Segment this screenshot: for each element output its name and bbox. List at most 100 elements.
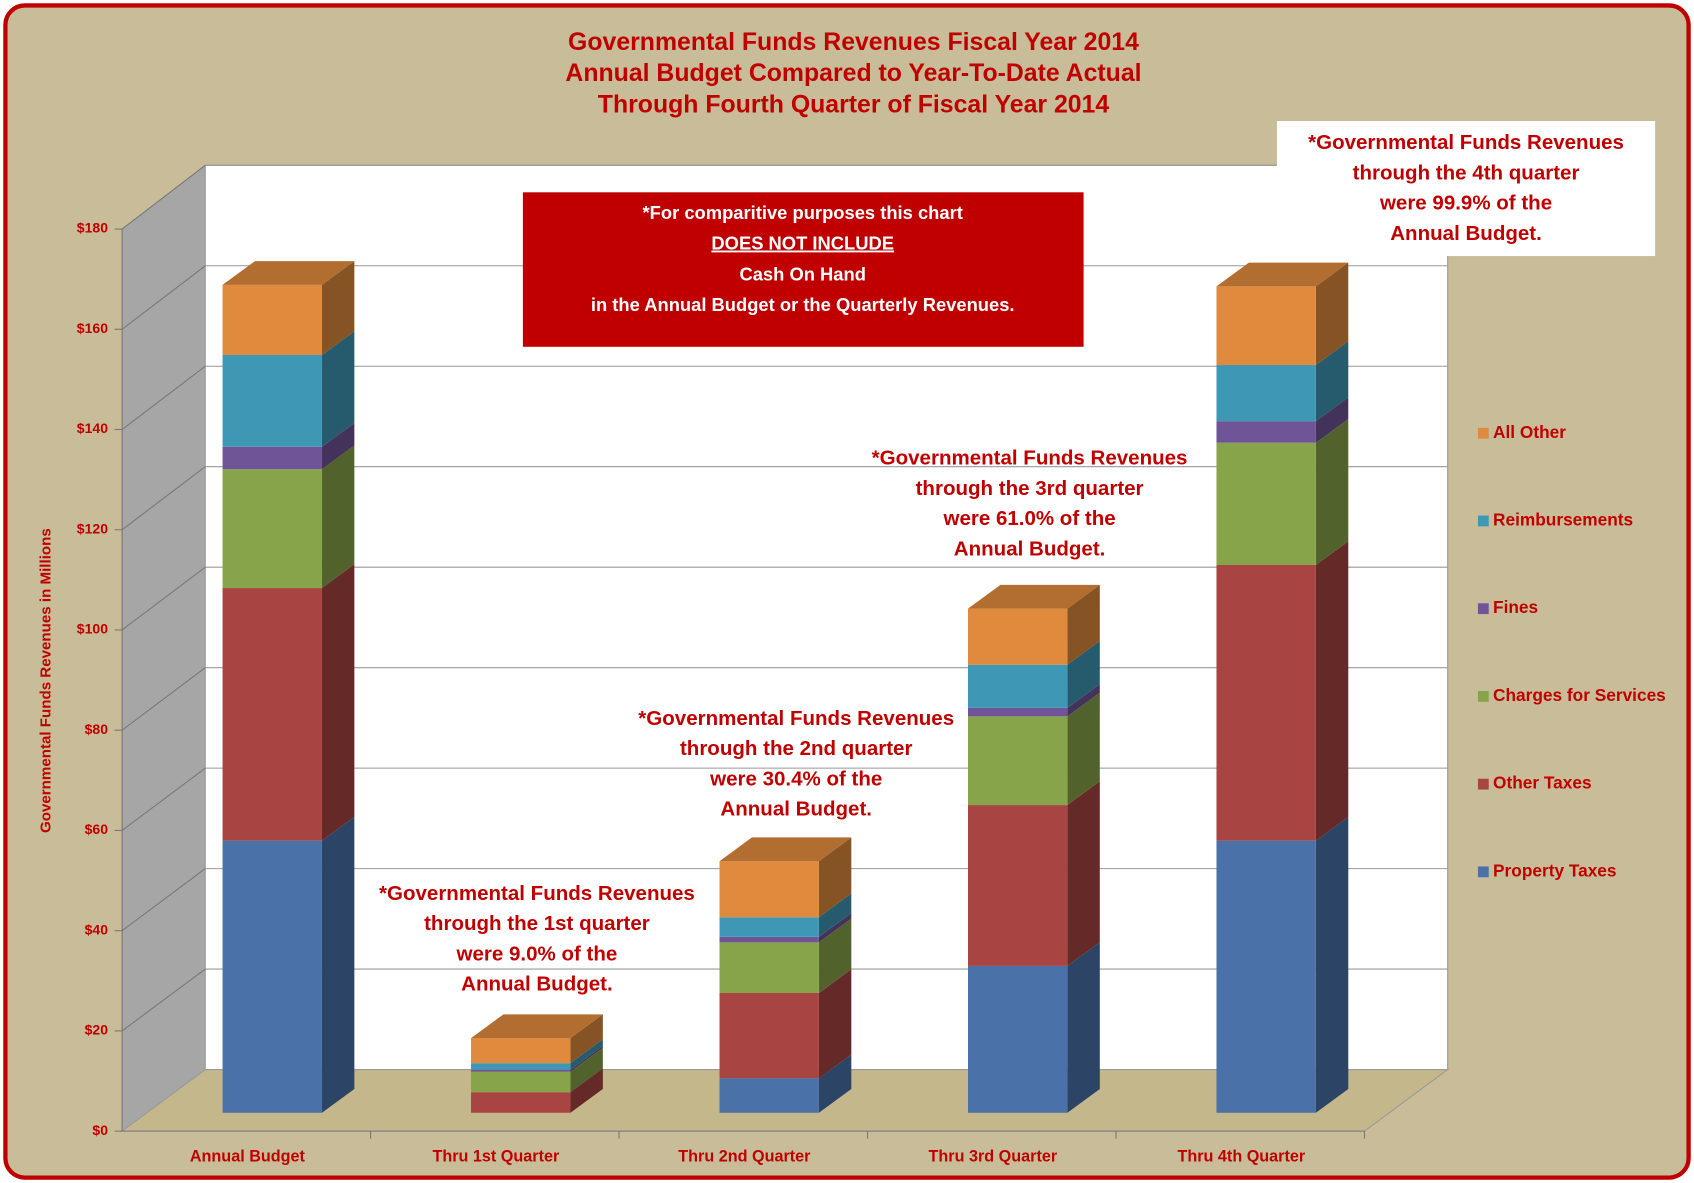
legend-swatch [1477,778,1489,790]
legend-label: Fines [1493,597,1538,617]
bar-front [222,840,322,1113]
bar [471,1068,603,1113]
bar-top [222,261,355,285]
bar [222,445,355,589]
bar [222,331,355,447]
bar [968,640,1100,708]
grid-line [121,968,206,1032]
bar-side [321,422,355,470]
x-tick-label: Thru 4th Quarter [1177,1147,1305,1165]
bar-top [471,1014,603,1039]
bar-side [818,913,852,943]
bar-top [968,584,1100,609]
legend-swatch [1477,515,1489,527]
grid-line [121,667,206,731]
bar-front [719,992,819,1079]
bar-front [222,469,322,589]
bar-front [1216,442,1316,565]
annotation: *Governmental Funds Revenues [1308,131,1624,154]
bar [1216,418,1349,565]
bar-side [321,564,355,841]
bar-front [719,1078,819,1113]
bar-side [1067,942,1100,1113]
legend-label: Reimbursements [1493,510,1633,530]
annotation: were 61.0% of the [942,507,1115,530]
grid-line [121,265,206,330]
bar-side [1067,640,1100,708]
annotation: Annual Budget. [461,973,613,996]
bar-side [321,261,355,356]
note-text: in the Annual Budget or the Quarterly Re… [591,294,1015,315]
grid-line [121,566,206,631]
annotation: through the 4th quarter [1353,161,1580,184]
bar-front [222,284,322,356]
bar-front [471,1038,571,1064]
bar-front [471,1071,571,1093]
bar [719,969,852,1079]
bar-side [818,918,852,993]
annotation: *Governmental Funds Revenues [638,707,954,730]
y-axis-label: Governmental Funds Revenues in Millions [37,528,54,833]
bar-side [321,445,355,589]
chart-title: Governmental Funds Revenues Fiscal Year … [568,29,1139,56]
bar-front [968,707,1068,717]
annotation: through the 3rd quarter [916,477,1144,500]
bar-front [719,942,819,993]
bar [1216,541,1349,841]
bar-front [1216,286,1316,366]
bar-side [818,1054,852,1113]
annotation: through the 1st quarter [424,912,650,935]
x-tick-label: Thru 3rd Quarter [929,1147,1058,1165]
bar-side [1067,692,1100,806]
annotation: *Governmental Funds Revenues [379,882,695,905]
bar-front [968,664,1068,708]
bar-side [570,1014,603,1064]
note-box [522,192,1084,347]
note-text: DOES NOT INCLUDE [711,233,894,254]
grid-line [121,466,206,531]
chart-title: Annual Budget Compared to Year-To-Date A… [565,60,1141,87]
bar-front [471,1092,571,1113]
bar-front [1216,365,1316,422]
annotation: were 99.9% of the [1379,192,1552,215]
y-tick-label: $100 [77,621,108,637]
bar [719,918,852,993]
bar-front [1216,840,1316,1113]
annotation: through the 2nd quarter [680,737,913,760]
bar-front [968,805,1068,966]
bar [968,942,1100,1113]
y-tick-label: $20 [85,1022,109,1038]
bar-side [1315,816,1349,1113]
y-tick-label: $160 [77,320,108,336]
annotation: Annual Budget. [954,537,1106,560]
grid-line [121,767,206,831]
note-text: *For comparitive purposes this chart [643,202,963,223]
bar [471,1014,603,1064]
legend-label: All Other [1493,422,1566,442]
bar-side [1315,397,1349,443]
y-tick-label: $80 [85,721,109,737]
y-tick-label: $40 [85,921,109,937]
grid-line [121,164,206,230]
legend-swatch [1477,866,1489,878]
bar-side [570,1039,603,1070]
bar [719,1054,852,1113]
bar-side [1315,418,1349,565]
bar [968,692,1100,806]
bar-front [222,355,322,447]
legend-label: Charges for Services [1493,685,1666,705]
x-tick-label: Thru 1st Quarter [432,1147,560,1165]
bar [1216,262,1349,366]
bar-front [719,936,819,943]
bar-side [1315,541,1349,841]
grid-line [121,868,206,932]
legend-swatch [1477,603,1489,615]
bar-top [719,837,852,862]
bar-front [968,716,1068,806]
bar-side [570,1045,603,1072]
bar [471,1047,603,1093]
annotation: Annual Budget. [1390,222,1542,245]
bar-side [818,969,852,1079]
